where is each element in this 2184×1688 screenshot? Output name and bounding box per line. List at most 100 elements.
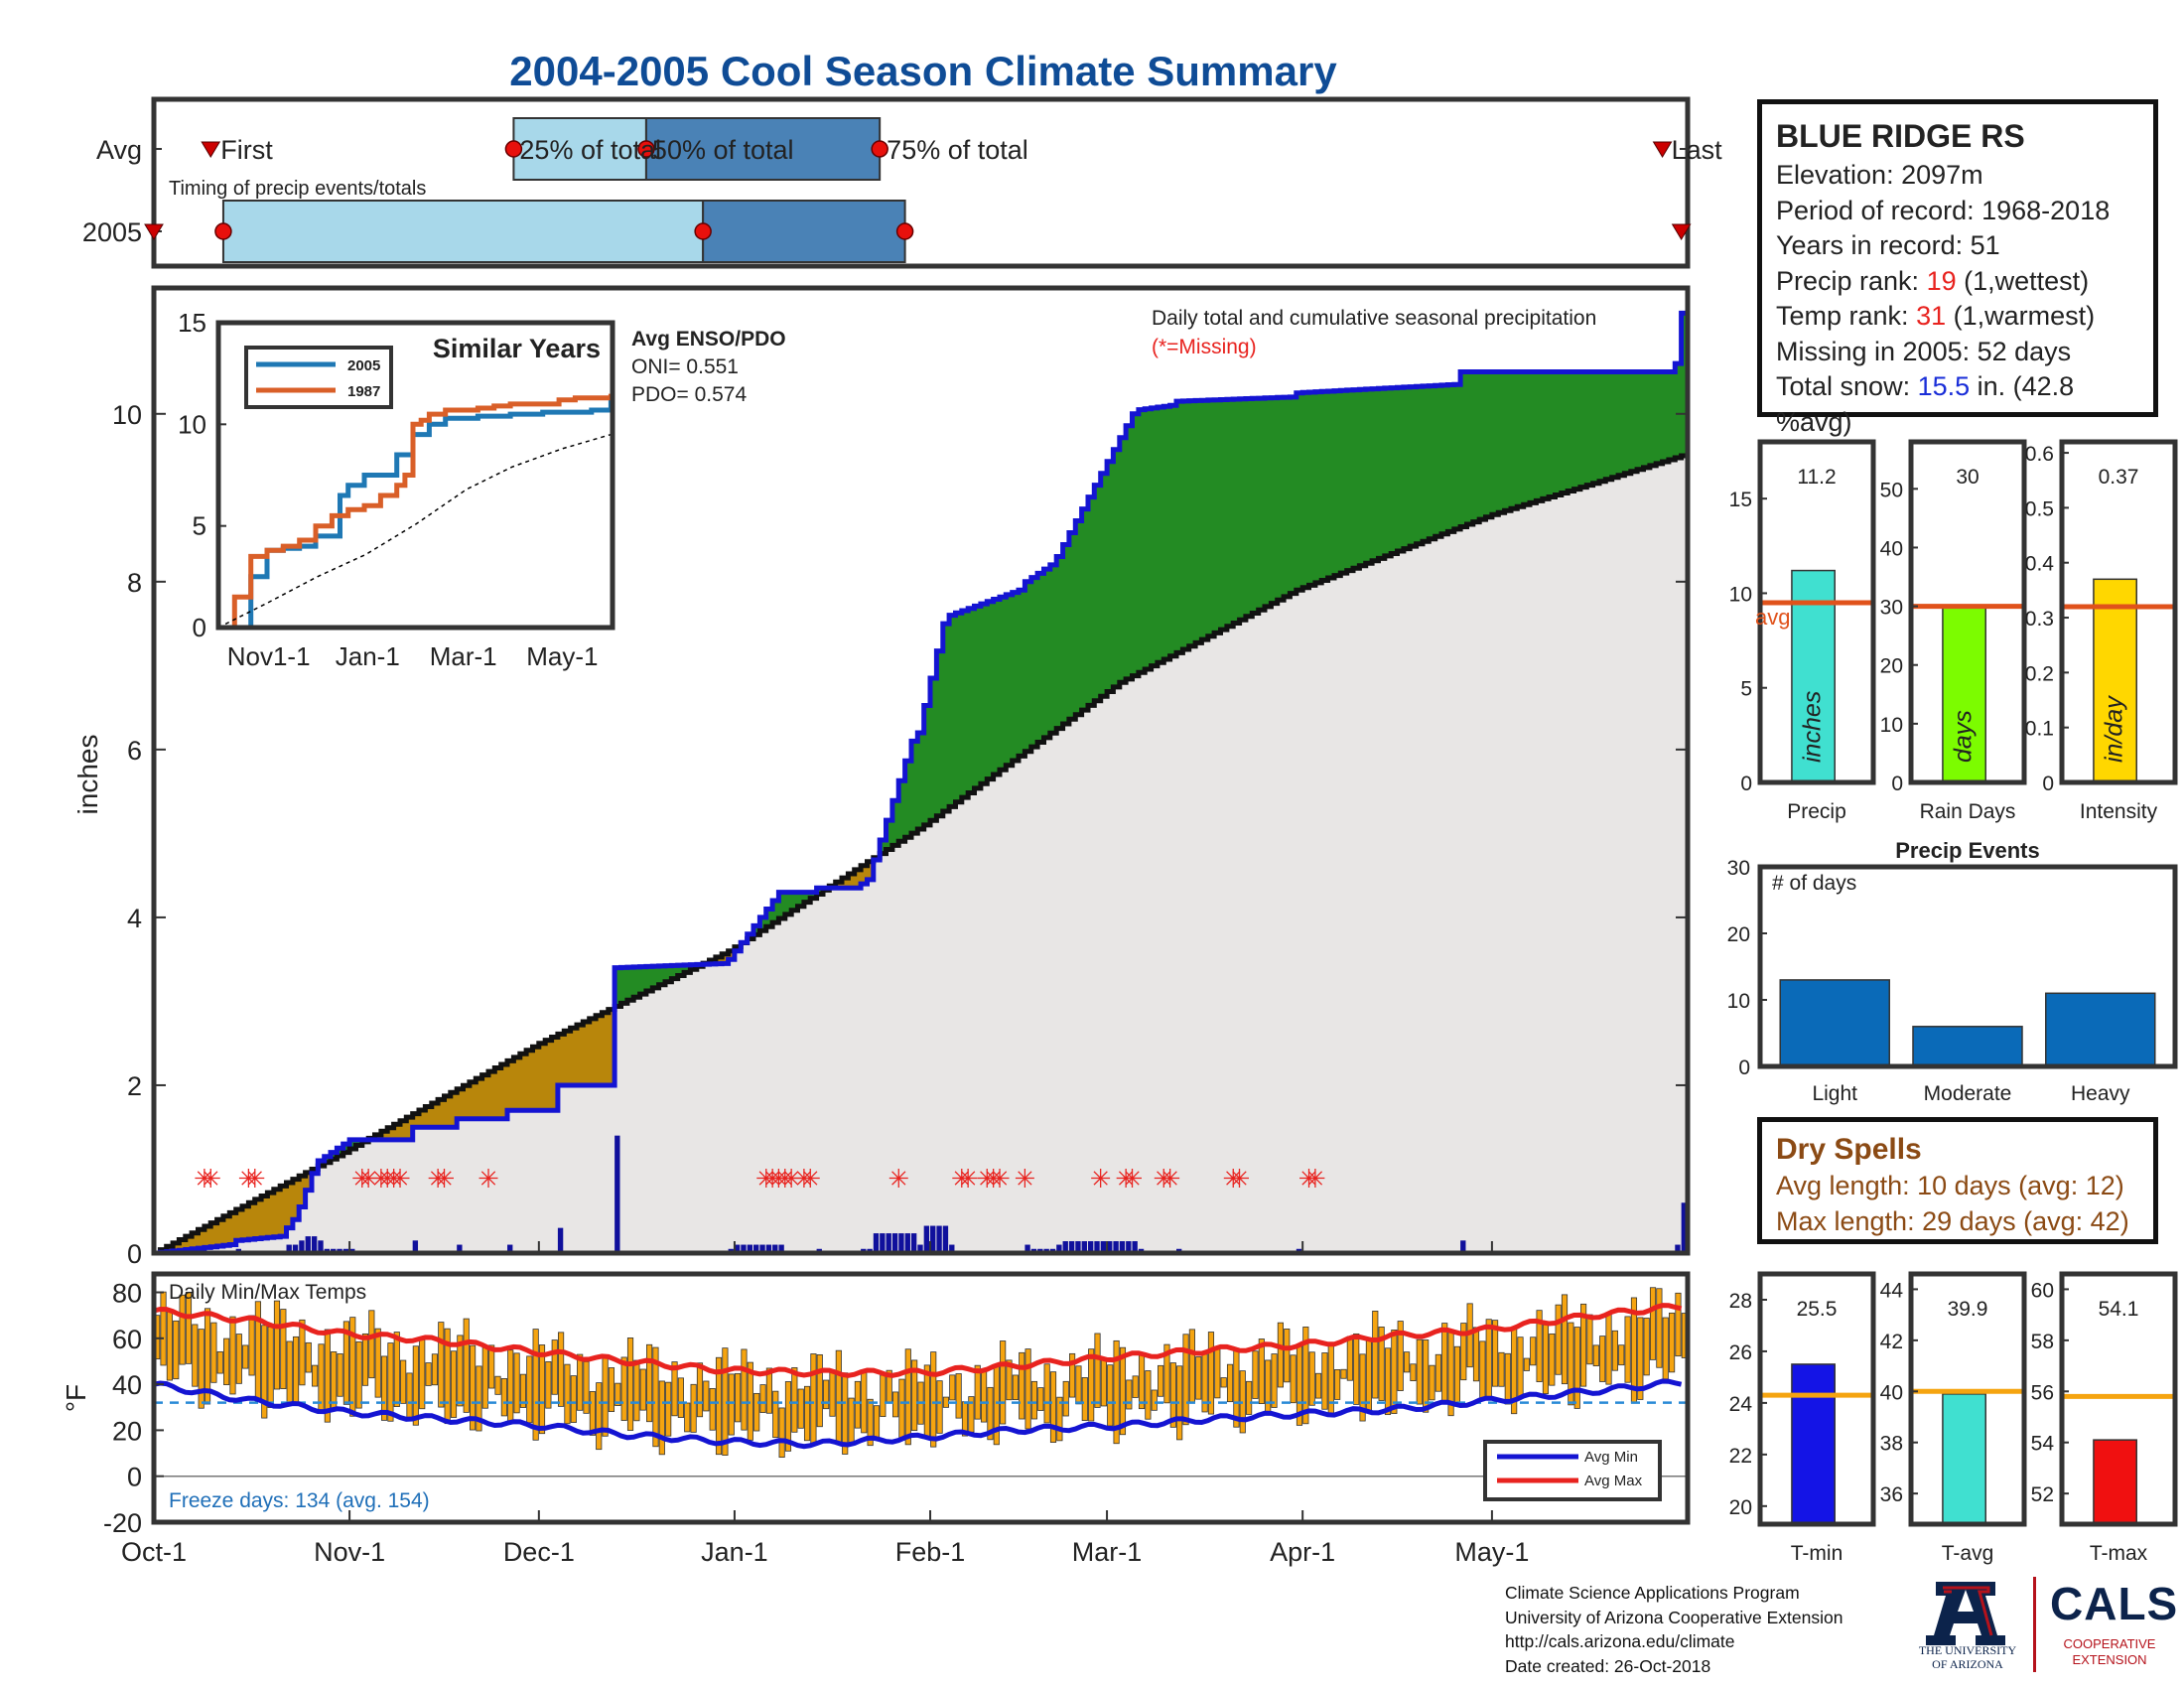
daily-temp-bar bbox=[1384, 1347, 1392, 1416]
temp-ytick-label: 20 bbox=[112, 1416, 142, 1446]
temp-ytick-label: 40 bbox=[112, 1370, 142, 1400]
credits: Climate Science Applications Program Uni… bbox=[1505, 1581, 1843, 1678]
daily-temp-bar bbox=[1485, 1319, 1492, 1400]
daily-temp-bar bbox=[1346, 1336, 1353, 1381]
daily-temp-bar bbox=[1226, 1363, 1234, 1403]
daily-precip-bar bbox=[734, 1244, 741, 1253]
daily-temp-bar bbox=[987, 1386, 994, 1441]
precip-total-bar bbox=[1791, 569, 1836, 783]
daily-temp-bar bbox=[1195, 1356, 1202, 1400]
daily-temp-bar bbox=[1314, 1372, 1322, 1399]
daily-temp-bar bbox=[728, 1373, 735, 1436]
daily-temp-bar bbox=[911, 1359, 918, 1432]
daily-temp-bar bbox=[816, 1353, 823, 1428]
daily-temp-bar bbox=[1151, 1389, 1158, 1411]
daily-temp-bar bbox=[1308, 1351, 1315, 1406]
legend-avg-min-label: Avg Min bbox=[1584, 1449, 1638, 1466]
ua-logo-icon bbox=[1926, 1582, 2005, 1645]
rain-days-ytick-label: 30 bbox=[1880, 597, 1903, 620]
missing-day-marker: ✳ bbox=[1153, 1164, 1174, 1194]
precip-total-unit-label: inches bbox=[1799, 691, 1827, 763]
temp-title: Daily Min/Max Temps bbox=[169, 1281, 366, 1304]
daily-temp-bar bbox=[1188, 1329, 1195, 1403]
daily-temp-bar bbox=[690, 1383, 697, 1433]
daily-precip-bar bbox=[765, 1244, 772, 1253]
daily-temp-bar bbox=[974, 1364, 981, 1420]
daily-temp-bar bbox=[1062, 1380, 1069, 1417]
daily-temp-bar bbox=[387, 1342, 394, 1422]
tavg-summary-category-label: T-avg bbox=[1942, 1542, 1994, 1565]
daily-precip-bar bbox=[759, 1244, 765, 1253]
total-snow: Total snow: 15.5 in. (42.8 bbox=[1776, 371, 2075, 401]
daily-temp-bar bbox=[1094, 1333, 1101, 1408]
daily-precip-bar bbox=[1113, 1241, 1119, 1253]
daily-temp-bar bbox=[312, 1364, 319, 1387]
daily-temp-bar bbox=[1100, 1357, 1107, 1407]
station-info-box: BLUE RIDGE RS Elevation: 2097m Period of… bbox=[1757, 99, 2158, 437]
station-period: Period of record: 1968-2018 bbox=[1776, 195, 2111, 225]
main-ytick-label: 10 bbox=[112, 400, 142, 430]
daily-temp-bar bbox=[564, 1363, 571, 1425]
timing-avg-marker-25 bbox=[504, 140, 523, 158]
daily-temp-bar bbox=[1037, 1387, 1044, 1411]
daily-precip-bar bbox=[753, 1244, 759, 1253]
daily-temp-bar bbox=[513, 1352, 520, 1414]
timing-panel-frame bbox=[151, 96, 1691, 269]
main-ytick-label: 8 bbox=[127, 568, 142, 598]
daily-temp-bar bbox=[1397, 1321, 1404, 1391]
daily-precip-bar bbox=[1081, 1241, 1087, 1253]
daily-temp-bar bbox=[1580, 1303, 1587, 1387]
daily-temp-bar bbox=[374, 1328, 381, 1398]
precip-total-ytick-label: 0 bbox=[1740, 773, 1752, 795]
daily-temp-bar bbox=[185, 1291, 193, 1364]
daily-precip-bar bbox=[1056, 1244, 1062, 1253]
missing-day-marker: ✳ bbox=[237, 1164, 259, 1194]
daily-precip-bar bbox=[1119, 1241, 1126, 1253]
tmin-summary-value-label: 25.5 bbox=[1797, 1298, 1838, 1321]
enso-title: Avg ENSO/PDO bbox=[631, 328, 786, 351]
tavg-summary-ytick-label: 44 bbox=[1880, 1279, 1904, 1302]
daily-temp-bar bbox=[1252, 1350, 1259, 1399]
daily-precip-bar bbox=[457, 1244, 463, 1253]
daily-temp-bar bbox=[1624, 1316, 1631, 1383]
intensity-value-label: 0.37 bbox=[2099, 466, 2139, 489]
daily-temp-bar bbox=[235, 1334, 242, 1384]
daily-temp-bar bbox=[1246, 1380, 1253, 1415]
precip-events-note: # of days bbox=[1772, 872, 1856, 895]
precip-events-category: Heavy bbox=[2071, 1082, 2130, 1105]
daily-temp-bar bbox=[160, 1291, 167, 1366]
daily-temp-bar bbox=[1372, 1311, 1379, 1399]
daily-temp-bar bbox=[759, 1384, 766, 1413]
daily-temp-bar bbox=[891, 1391, 899, 1418]
daily-temp-bar bbox=[765, 1367, 772, 1414]
month-xtick-label: Jan-1 bbox=[701, 1537, 768, 1567]
daily-precip-bar bbox=[898, 1233, 904, 1253]
daily-temp-bar bbox=[481, 1346, 488, 1409]
missing-day-marker: ✳ bbox=[989, 1164, 1011, 1194]
intensity-bar bbox=[2093, 578, 2137, 783]
daily-temp-bar bbox=[450, 1350, 458, 1418]
daily-precip-bar bbox=[923, 1225, 930, 1253]
total-snow-value: 15.5 bbox=[1917, 371, 1971, 401]
daily-temp-bar bbox=[558, 1332, 565, 1407]
avg-max-line bbox=[153, 1303, 1683, 1378]
daily-temp-bar bbox=[532, 1329, 539, 1441]
daily-temp-bar bbox=[772, 1390, 779, 1438]
daily-temp-bar bbox=[425, 1362, 432, 1386]
total-snow-pct: %avg) bbox=[1776, 406, 1852, 437]
intensity-ytick-label: 0.5 bbox=[2025, 497, 2054, 520]
inset-frame bbox=[215, 320, 615, 631]
daily-precip-bar bbox=[557, 1227, 564, 1253]
daily-temp-bar bbox=[1158, 1364, 1164, 1397]
daily-temp-bar bbox=[658, 1380, 665, 1456]
daily-temp-bar bbox=[1220, 1377, 1227, 1388]
timing-avg-label-50: 50% of total bbox=[652, 135, 794, 165]
freeze-days: Freeze days: 134 (avg. 154) bbox=[169, 1489, 430, 1512]
daily-precip-bar bbox=[1094, 1241, 1100, 1253]
timing-2005-first-marker bbox=[144, 223, 164, 240]
daily-temp-bar bbox=[955, 1373, 962, 1419]
timing-avg-label-25: 25% of total bbox=[519, 135, 661, 165]
daily-precip-bar bbox=[507, 1244, 513, 1253]
precip-total-ytick-label: 5 bbox=[1740, 678, 1752, 701]
tavg-summary-value-label: 39.9 bbox=[1948, 1298, 1988, 1321]
